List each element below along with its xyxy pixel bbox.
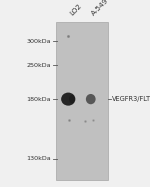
Ellipse shape (86, 94, 96, 104)
Text: A-549: A-549 (91, 0, 110, 17)
Ellipse shape (69, 95, 75, 103)
Text: VEGFR3/FLT4: VEGFR3/FLT4 (112, 96, 150, 102)
Bar (56, 22, 108, 180)
Text: 180kDa: 180kDa (27, 97, 51, 102)
Text: 300kDa: 300kDa (27, 39, 51, 44)
Ellipse shape (61, 93, 75, 106)
Text: 250kDa: 250kDa (27, 63, 51, 68)
Text: LO2: LO2 (68, 3, 82, 17)
Text: 130kDa: 130kDa (26, 157, 51, 161)
